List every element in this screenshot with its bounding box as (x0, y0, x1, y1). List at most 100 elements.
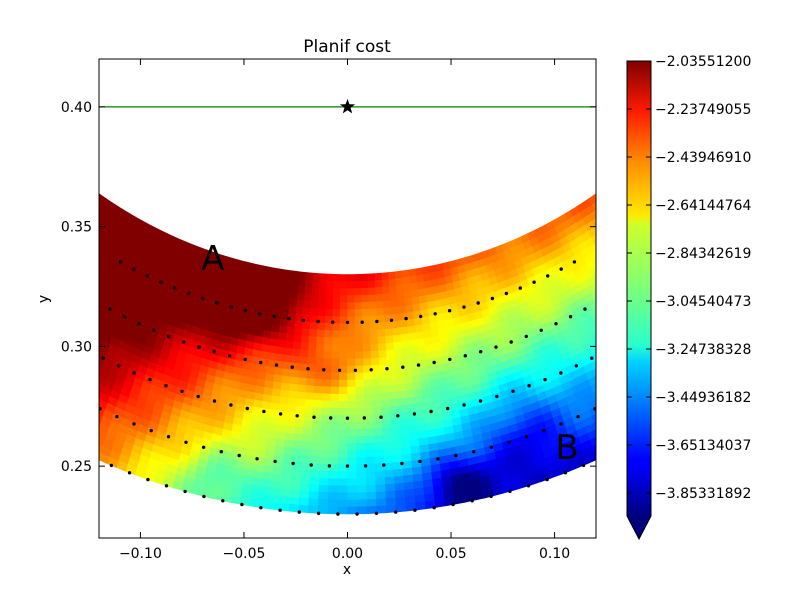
field-cell (45, 426, 56, 437)
field-cell (600, 252, 610, 262)
arc-dot (237, 453, 241, 458)
field-cell (374, 449, 385, 458)
field-cell (394, 355, 404, 365)
field-cell (44, 402, 55, 413)
field-cell (653, 321, 664, 332)
field-cell (401, 446, 412, 456)
field-cell (367, 280, 376, 289)
field-cell (56, 424, 67, 435)
field-cell (53, 262, 63, 273)
field-cell (347, 302, 356, 311)
arc-dot (202, 494, 206, 499)
field-cell (697, 271, 707, 283)
field-cell (376, 505, 388, 514)
colorbar-tick-label: −2.84342619 (655, 246, 751, 262)
arc-dot (259, 360, 263, 365)
field-cell (589, 329, 596, 340)
field-cell (294, 426, 305, 436)
field-cell (15, 276, 25, 287)
field-cell (50, 366, 61, 377)
field-cell (50, 218, 60, 229)
field-cell (404, 382, 415, 392)
field-cell (53, 431, 64, 442)
field-cell (678, 369, 689, 381)
arc-dot (345, 320, 350, 325)
field-cell (53, 407, 64, 418)
field-cell (87, 285, 97, 296)
field-cell (59, 418, 70, 429)
field-cell (366, 491, 377, 500)
arc-dot (118, 260, 123, 264)
field-cell (74, 434, 85, 445)
field-cell (319, 456, 330, 465)
field-cell (587, 282, 596, 294)
field-cell (304, 399, 315, 408)
arc-dot (301, 318, 306, 322)
field-cell (284, 439, 295, 449)
field-cell (312, 272, 321, 282)
field-cell (300, 342, 310, 351)
field-cell (338, 429, 348, 437)
field-cell (399, 425, 410, 435)
field-cell (396, 291, 406, 301)
field-cell (591, 337, 596, 347)
field-cell (381, 413, 392, 422)
field-cell (311, 428, 322, 437)
field-cell (363, 372, 373, 381)
field-cell (280, 382, 291, 392)
field-cell (55, 401, 66, 412)
field-cell (16, 311, 27, 322)
field-cell (355, 379, 365, 388)
field-cell (68, 173, 77, 183)
field-cell (400, 333, 410, 343)
field-cell (347, 281, 355, 289)
field-cell (99, 282, 101, 286)
field-cell (282, 453, 294, 463)
field-cell (309, 470, 321, 479)
arc-dot (212, 350, 216, 354)
field-cell (664, 322, 675, 333)
field-cell (56, 180, 65, 191)
field-cell (53, 245, 63, 256)
field-cell (339, 295, 348, 304)
field-cell (306, 371, 316, 380)
field-cell (372, 392, 382, 402)
field-cell (13, 231, 23, 242)
field-cell (609, 404, 620, 415)
arc-dot (273, 459, 277, 464)
field-cell (296, 398, 306, 407)
arc-dot (117, 364, 121, 368)
field-cell (340, 274, 348, 282)
field-cell (388, 278, 397, 287)
field-cell (1, 358, 12, 370)
field-cell (284, 276, 293, 286)
arc-dot (363, 464, 368, 468)
field-cell (32, 338, 43, 349)
field-cell (597, 325, 607, 336)
field-cell (384, 469, 395, 478)
field-cell (339, 344, 348, 353)
field-cell (21, 220, 31, 231)
arc-dot (137, 322, 141, 326)
field-cell (33, 379, 44, 390)
field-cell (313, 392, 323, 402)
field-cell (304, 406, 314, 415)
arc-dot (345, 464, 350, 468)
field-cell (661, 316, 672, 327)
field-cell (355, 400, 365, 409)
arc-dot (182, 340, 186, 344)
field-cell (588, 194, 596, 206)
arc-dot (620, 340, 623, 343)
arc-dot (197, 345, 201, 349)
field-cell (322, 372, 332, 381)
field-cell (687, 271, 698, 282)
field-cell (77, 287, 87, 298)
field-cell (364, 407, 374, 416)
field-cell (73, 194, 82, 204)
field-cell (61, 301, 71, 312)
field-cell (658, 225, 668, 236)
arc-dot (360, 320, 364, 324)
field-cell (309, 321, 319, 331)
field-cell (605, 421, 616, 432)
field-cell (673, 265, 683, 276)
